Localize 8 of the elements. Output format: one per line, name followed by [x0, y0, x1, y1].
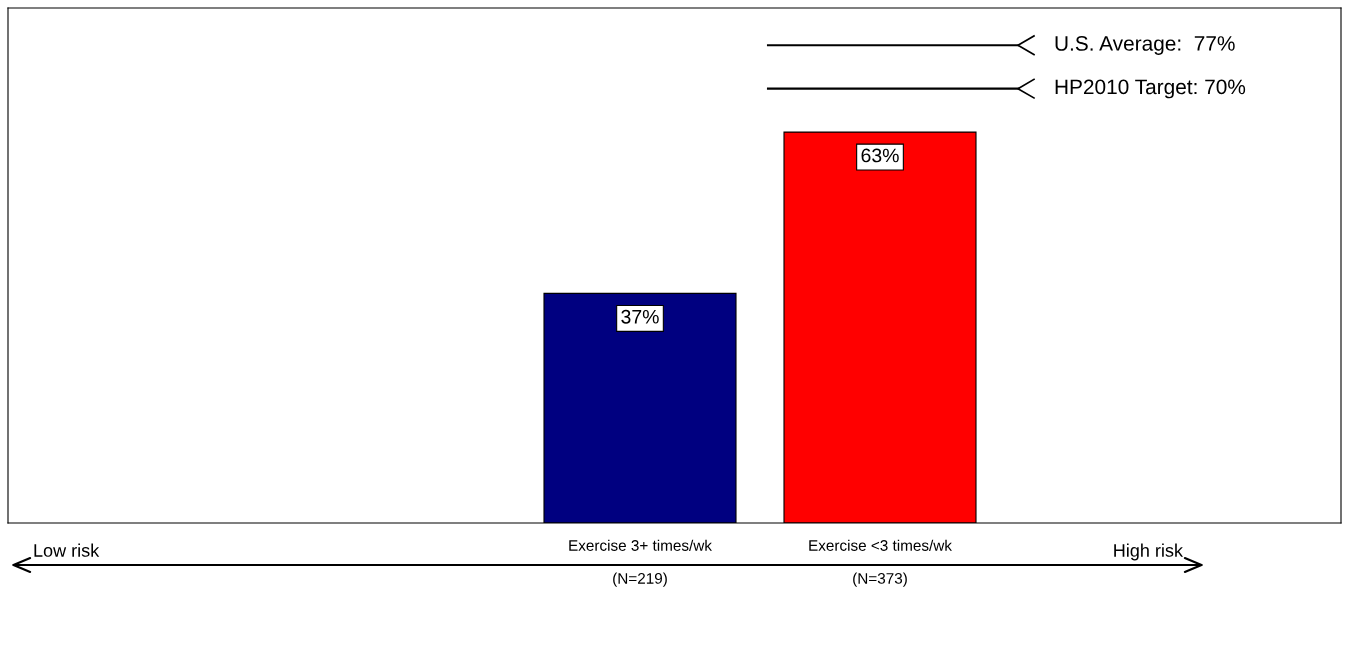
text: High risk — [1114, 543, 1184, 561]
data-label: 37% — [621, 309, 659, 324]
ref-line-label: HP2010 Target: 70% — [1055, 79, 1246, 99]
category-label: Exercise <3 times/wk (N=373) — [809, 539, 952, 587]
category-label: Exercise 3+ times/wk (N=219) — [569, 539, 712, 587]
data-label: 63% — [861, 148, 899, 163]
ref-line-label: U.S. Average: 77% — [1055, 36, 1235, 55]
text: Low risk — [34, 543, 100, 557]
